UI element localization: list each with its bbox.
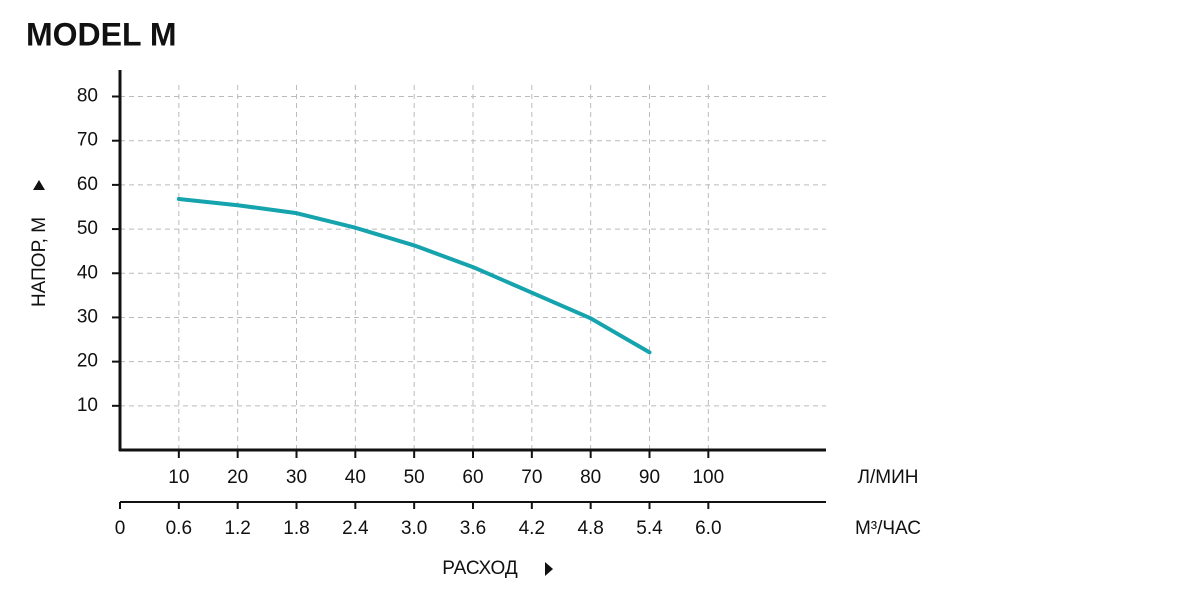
x2-tick-label: 2.4	[342, 518, 369, 539]
y-tick-label: 30	[77, 306, 98, 327]
x-tick-label: 30	[286, 467, 307, 488]
x2-tick-label: 4.2	[519, 518, 545, 539]
arrow	[33, 180, 45, 190]
y-tick-label: 50	[77, 218, 98, 239]
curve	[176, 197, 652, 355]
y-tick-label: 60	[77, 174, 98, 195]
x-tick-label: 40	[345, 467, 366, 488]
x2-tick-label: 0.6	[166, 518, 192, 539]
y-tick-label: 40	[77, 262, 98, 283]
y-tick-label: 20	[77, 351, 98, 372]
arrow	[545, 562, 553, 576]
x-tick-label: 20	[227, 467, 248, 488]
y-tick-label: 80	[77, 86, 98, 107]
x-tick-label: 10	[168, 467, 189, 488]
x-tick-label: 70	[521, 467, 542, 488]
x2-tick-label: 4.8	[577, 518, 603, 539]
x-axis-label: РАСХОД	[442, 558, 518, 579]
chart-title: MODEL M	[26, 16, 177, 52]
x2-tick-label: 3.6	[460, 518, 486, 539]
x-tick-label: 50	[404, 467, 425, 488]
x2-tick-label: 0	[115, 518, 126, 539]
x-tick-label: 60	[462, 467, 483, 488]
y-axis-label: НАПОР, М	[29, 217, 50, 307]
x2-unit: М³/ЧАС	[855, 518, 921, 539]
x-tick-label: 100	[692, 467, 724, 488]
y-tick-label: 10	[77, 395, 98, 416]
x-tick-label: 80	[580, 467, 601, 488]
x2-tick-label: 6.0	[695, 518, 721, 539]
x2-tick-label: 5.4	[636, 518, 663, 539]
y-tick-label: 70	[77, 130, 98, 151]
x2-tick-label: 1.8	[283, 518, 309, 539]
x2-tick-label: 3.0	[401, 518, 427, 539]
x2-tick-label: 1.2	[224, 518, 250, 539]
x-tick-label: 90	[639, 467, 660, 488]
x-unit: Л/МИН	[858, 467, 919, 488]
